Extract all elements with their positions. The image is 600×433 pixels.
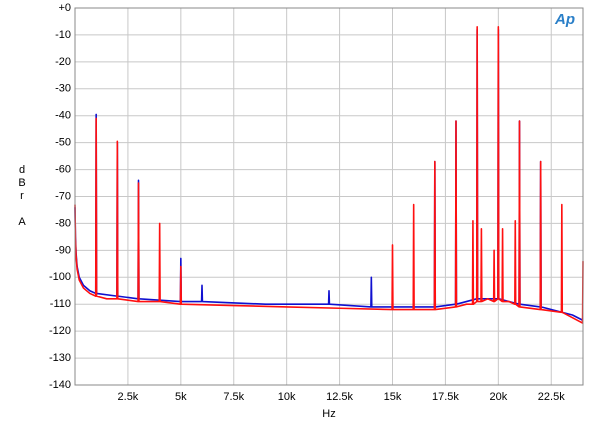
plot-border bbox=[74, 7, 584, 386]
y-tick-label: -80 bbox=[55, 217, 71, 229]
y-tick-label: -30 bbox=[55, 83, 71, 95]
y-tick-label: -90 bbox=[55, 244, 71, 256]
y-tick-label: +0 bbox=[58, 2, 71, 14]
x-tick-label: 10k bbox=[278, 391, 296, 403]
x-tick-label: 15k bbox=[384, 391, 402, 403]
x-tick-label: 2.5k bbox=[118, 391, 139, 403]
x-tick-label: 20k bbox=[489, 391, 507, 403]
y-tick-label: -50 bbox=[55, 137, 71, 149]
x-tick-label: 5k bbox=[175, 391, 187, 403]
x-tick-label: 7.5k bbox=[223, 391, 244, 403]
y-tick-label: -100 bbox=[49, 271, 71, 283]
y-tick-label: -70 bbox=[55, 190, 71, 202]
y-tick-label: -40 bbox=[55, 110, 71, 122]
y-tick-label: -130 bbox=[49, 352, 71, 364]
y-tick-label: -10 bbox=[55, 29, 71, 41]
x-tick-label: 12.5k bbox=[326, 391, 353, 403]
y-tick-label: -140 bbox=[49, 379, 71, 391]
y-tick-label: -110 bbox=[50, 298, 71, 310]
logo: Ap bbox=[554, 11, 575, 28]
x-tick-label: 17.5k bbox=[432, 391, 459, 403]
x-axis-label: Hz bbox=[322, 408, 335, 420]
y-tick-label: -120 bbox=[49, 325, 71, 337]
y-tick-label: -20 bbox=[55, 56, 71, 68]
series-line bbox=[74, 26, 584, 324]
y-tick-label: -60 bbox=[55, 163, 71, 175]
x-tick-label: 22.5k bbox=[538, 391, 565, 403]
